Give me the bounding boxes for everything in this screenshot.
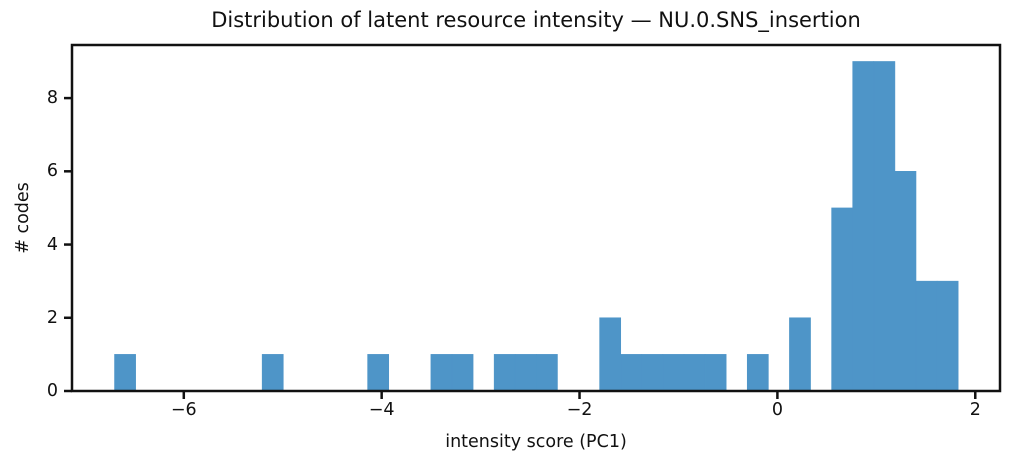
histogram-bar — [704, 354, 727, 392]
histogram-bar — [367, 354, 390, 392]
y-tick-label: 4 — [46, 234, 58, 255]
x-axis-label: intensity score (PC1) — [445, 432, 627, 452]
x-tick-label: −6 — [170, 400, 197, 420]
histogram-bar — [536, 354, 558, 392]
histogram-bar — [683, 354, 706, 392]
histogram-bar — [114, 354, 136, 392]
chart-title: Distribution of latent resource intensit… — [211, 8, 861, 32]
histogram-bar — [831, 207, 854, 392]
histogram-bar — [873, 61, 896, 392]
plot-frame — [70, 43, 1002, 393]
histogram-bar — [261, 354, 284, 392]
histogram-bar — [430, 354, 453, 392]
y-tick-label: 6 — [46, 161, 58, 182]
histogram-bar — [894, 171, 917, 392]
histogram-bar — [936, 280, 959, 392]
x-tick-label: −2 — [566, 400, 593, 420]
x-tick-label: −4 — [368, 400, 395, 420]
histogram-bar — [451, 354, 474, 392]
y-tick-label: 0 — [46, 381, 58, 401]
histogram-bar — [789, 317, 811, 392]
histogram-bar — [493, 354, 516, 392]
histogram-bar — [915, 280, 938, 392]
x-tick-label: 0 — [771, 400, 783, 420]
histogram-bar — [662, 354, 685, 392]
y-tick-label: 8 — [46, 88, 58, 109]
y-tick-label: 2 — [46, 307, 58, 328]
histogram-bar — [599, 317, 622, 392]
histogram-bar — [641, 354, 664, 392]
histogram-bar — [514, 354, 537, 392]
histogram-bar — [852, 61, 875, 392]
x-tick-label: 2 — [969, 400, 981, 420]
histogram-bar — [620, 354, 643, 392]
histogram-bar — [746, 354, 769, 392]
